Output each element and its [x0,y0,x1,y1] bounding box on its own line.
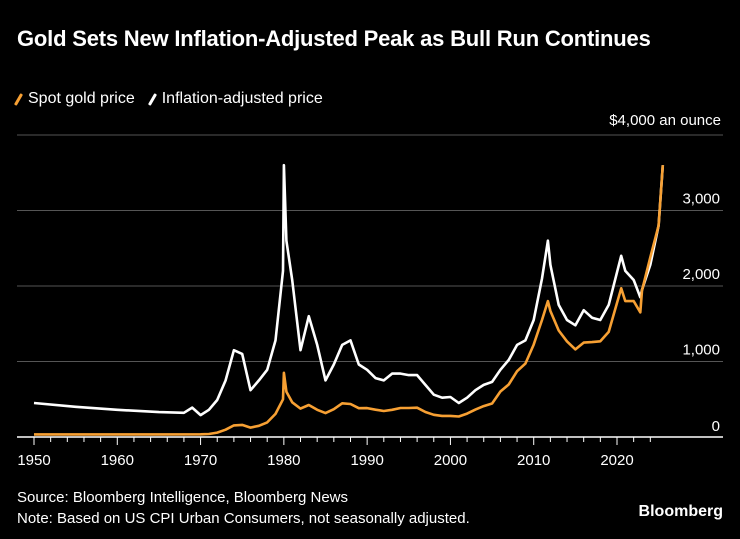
legend: Spot gold price Inflation-adjusted price [13,90,323,108]
legend-item-inflation: Inflation-adjusted price [147,90,323,108]
x-tick-label: 1970 [184,452,217,469]
x-tick-label: 1980 [267,452,300,469]
x-tick-label: 2020 [600,452,633,469]
y-tick-label: 3,000 [682,191,720,208]
y-tick-label: 1,000 [682,342,720,359]
y-tick-label: 2,000 [682,266,720,283]
series-line-spot-gold-price [34,165,665,436]
x-tick-label: 2010 [517,452,550,469]
x-tick-label: 1960 [101,452,134,469]
bloomberg-logo: Bloomberg [638,503,723,520]
legend-label: Spot gold price [28,90,135,107]
y-tick-label: 0 [712,418,720,435]
series-line-inflation-adjusted-price [33,163,665,417]
x-tick-label: 1990 [350,452,383,469]
x-tick-label: 2000 [434,452,467,469]
footer-notes: Source: Bloomberg Intelligence, Bloomber… [17,487,470,529]
chart-title: Gold Sets New Inflation-Adjusted Peak as… [17,26,651,51]
legend-label: Inflation-adjusted price [161,90,323,107]
x-tick-label: 1950 [17,452,50,469]
note-text: Note: Based on US CPI Urban Consumers, n… [17,510,470,527]
source-text: Source: Bloomberg Intelligence, Bloomber… [17,489,349,506]
y-unit-label: $4,000 an ounce [609,112,721,129]
legend-item-spot: Spot gold price [13,90,135,108]
